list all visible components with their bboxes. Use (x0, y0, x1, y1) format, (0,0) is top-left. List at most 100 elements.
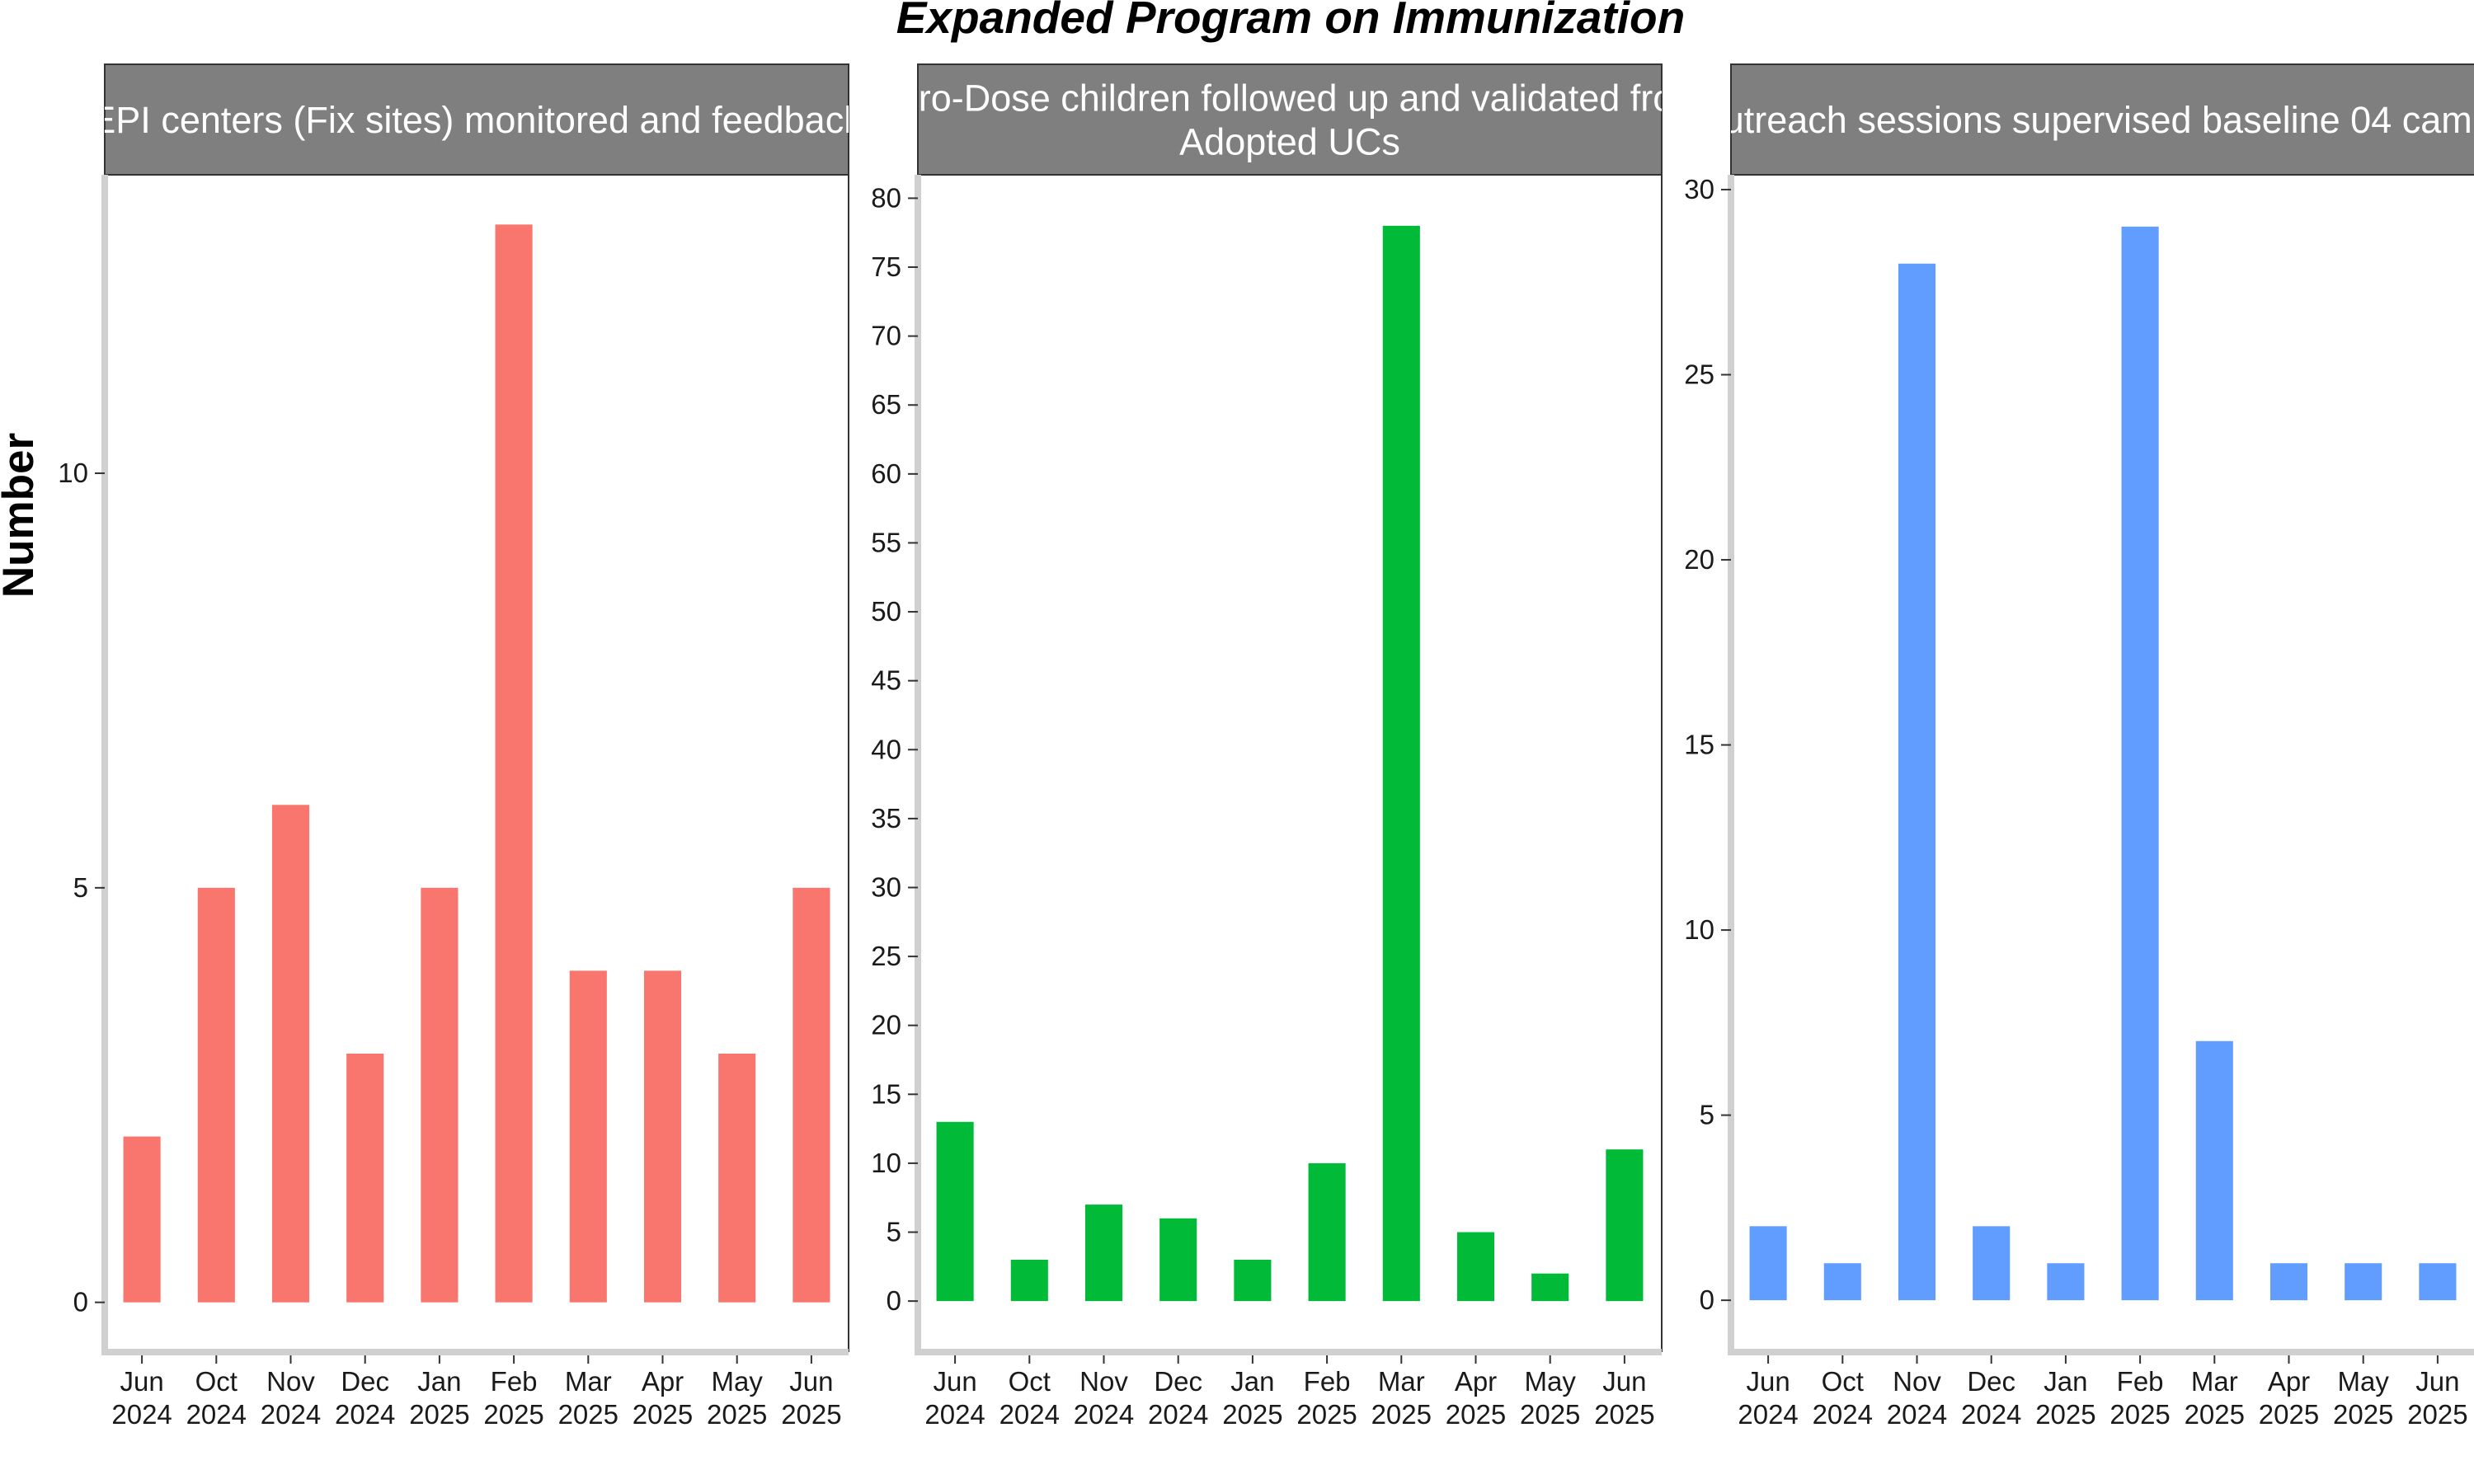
bar (2195, 1040, 2233, 1301)
y-tick-label: 0 (73, 1287, 88, 1317)
y-tick-label: 0 (887, 1285, 901, 1316)
facet-strip-text: Zero-Dose children followed up and valid… (875, 77, 1705, 163)
x-tick-label: Mar 2025 (1371, 1366, 1432, 1430)
x-tick-label: Feb 2025 (483, 1366, 543, 1430)
bar (495, 224, 533, 1303)
bar (346, 1053, 384, 1303)
x-tick-label: Dec 2024 (1148, 1366, 1208, 1430)
y-tick-label: 10 (1684, 914, 1714, 945)
facet-title-line: Outreach sessions supervised baseline 04… (1695, 99, 2474, 141)
x-tick-label: Nov 2024 (1074, 1366, 1134, 1430)
x-tick-label: Jan 2025 (1222, 1366, 1282, 1430)
bar (1456, 1232, 1495, 1302)
facet-panels: EPI centers (Fix sites) monitored and fe… (58, 63, 2474, 1430)
y-tick-label: 55 (871, 527, 901, 557)
x-tick-label: Jun 2024 (1738, 1366, 1798, 1430)
bar (793, 887, 830, 1303)
y-tick-label: 75 (871, 251, 901, 282)
x-tick-label: Oct 2024 (999, 1366, 1060, 1430)
facet-strip (917, 63, 1663, 176)
bar (1234, 1259, 1272, 1302)
y-tick-label: 15 (1684, 730, 1714, 760)
facet-title-line: EPI centers (Fix sites) monitored and fe… (91, 99, 863, 141)
facet-strip (1730, 63, 2474, 176)
x-tick-label: Dec 2024 (335, 1366, 395, 1430)
y-tick-label: 15 (871, 1078, 901, 1109)
x-tick-label: Nov 2024 (261, 1366, 321, 1430)
y-tick-label: 40 (871, 734, 901, 764)
y-tick-label: 30 (1684, 174, 1714, 204)
x-tick-label: Jun 2024 (111, 1366, 172, 1430)
bar (1823, 1263, 1861, 1301)
bar (1010, 1259, 1048, 1302)
facet-strip (104, 63, 849, 176)
y-tick-label: 50 (871, 596, 901, 627)
bar (1308, 1162, 1346, 1302)
y-tick-label: 35 (871, 803, 901, 834)
y-tick-label: 10 (871, 1148, 901, 1178)
y-tick-label: 60 (871, 458, 901, 489)
y-tick-label: 0 (1700, 1284, 1714, 1315)
bar (1084, 1205, 1123, 1302)
bar (1898, 263, 1936, 1301)
y-tick-label: 30 (871, 871, 901, 902)
x-tick-label: Jun 2025 (781, 1366, 841, 1430)
facet-panel-3: Outreach sessions supervised baseline 04… (1684, 63, 2474, 1430)
y-tick-label: 5 (887, 1217, 901, 1247)
facet-strip-text: EPI centers (Fix sites) monitored and fe… (91, 99, 863, 141)
bar (1749, 1226, 1787, 1301)
x-tick-label: May 2025 (2333, 1366, 2393, 1430)
bar (2269, 1263, 2308, 1301)
x-tick-label: Dec 2024 (1961, 1366, 2021, 1430)
x-tick-label: Nov 2024 (1887, 1366, 1947, 1430)
facet-strip-text: Outreach sessions supervised baseline 04… (1695, 99, 2474, 141)
bar (2121, 226, 2159, 1301)
x-tick-label: Feb 2025 (2109, 1366, 2170, 1430)
bar (197, 887, 235, 1303)
y-tick-label: 65 (871, 389, 901, 420)
x-tick-label: Apr 2025 (1446, 1366, 1506, 1430)
bar (718, 1053, 756, 1303)
bar (1606, 1149, 1644, 1302)
x-tick-label: Mar 2025 (2185, 1366, 2245, 1430)
bar (1531, 1273, 1569, 1302)
x-tick-label: Mar 2025 (558, 1366, 618, 1430)
y-tick-label: 10 (58, 458, 88, 488)
bar (2047, 1263, 2085, 1301)
y-tick-label: 20 (1684, 544, 1714, 575)
facet-panel-2: Zero-Dose children followed up and valid… (871, 63, 1705, 1430)
bar (1973, 1226, 2011, 1301)
bar (2419, 1263, 2457, 1301)
x-tick-label: Jan 2025 (409, 1366, 469, 1430)
bar (2345, 1263, 2382, 1301)
bar (421, 887, 459, 1303)
x-tick-label: Oct 2024 (186, 1366, 247, 1430)
chart-title: Expanded Program on Immunization (896, 0, 1685, 43)
y-tick-label: 80 (871, 182, 901, 213)
y-tick-label: 20 (871, 1010, 901, 1040)
bar (1382, 225, 1420, 1302)
x-tick-label: Jun 2025 (2407, 1366, 2467, 1430)
x-tick-label: Apr 2025 (2259, 1366, 2319, 1430)
facet-panel-1: EPI centers (Fix sites) monitored and fe… (58, 63, 863, 1430)
y-tick-label: 5 (1700, 1100, 1714, 1130)
x-tick-label: May 2025 (1520, 1366, 1580, 1430)
x-tick-label: Jun 2025 (1594, 1366, 1654, 1430)
x-tick-label: May 2025 (707, 1366, 767, 1430)
y-axis-title: Number (0, 433, 43, 598)
y-tick-label: 25 (1684, 359, 1714, 389)
bar (123, 1136, 161, 1303)
facet-title-line: Zero-Dose children followed up and valid… (875, 77, 1705, 120)
x-tick-label: Apr 2025 (633, 1366, 693, 1430)
bar (1159, 1218, 1197, 1302)
x-tick-label: Feb 2025 (1296, 1366, 1357, 1430)
bar (936, 1121, 974, 1302)
y-tick-label: 70 (871, 321, 901, 351)
y-tick-label: 45 (871, 665, 901, 696)
y-tick-label: 5 (73, 872, 88, 903)
x-tick-label: Oct 2024 (1813, 1366, 1873, 1430)
bar (569, 970, 607, 1303)
y-tick-label: 25 (871, 941, 901, 971)
x-tick-label: Jun 2024 (924, 1366, 985, 1430)
x-tick-label: Jan 2025 (2035, 1366, 2095, 1430)
